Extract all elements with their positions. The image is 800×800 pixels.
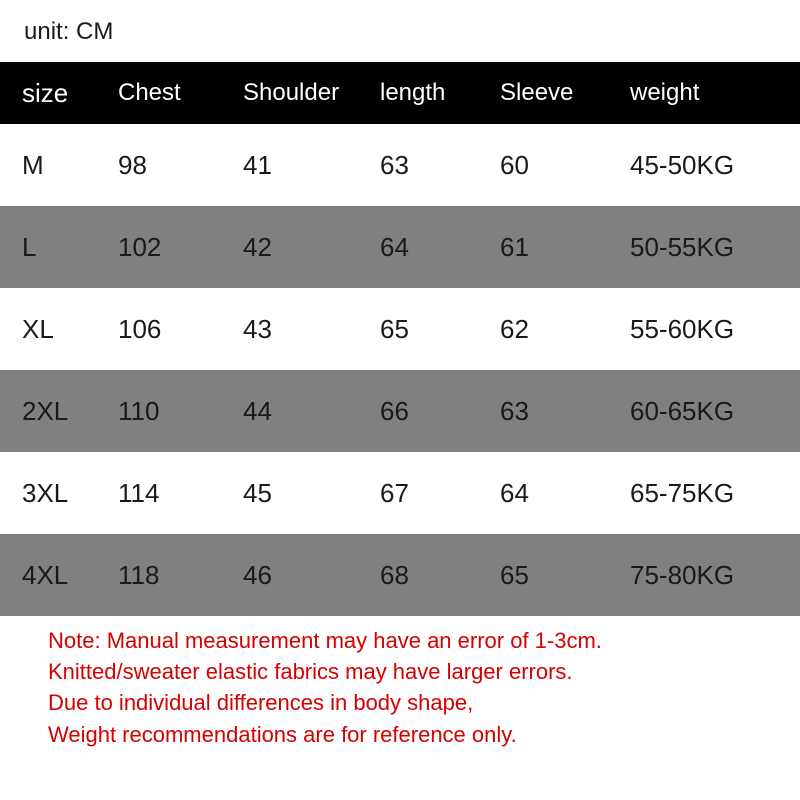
table-row: 3XL 114 45 67 64 65-75KG bbox=[0, 452, 800, 534]
table-header-row: size Chest Shoulder length Sleeve weight bbox=[0, 62, 800, 124]
cell: 102 bbox=[118, 232, 243, 263]
col-header-shoulder: Shoulder bbox=[243, 79, 380, 107]
cell: 41 bbox=[243, 150, 380, 181]
cell: 50-55KG bbox=[630, 232, 800, 263]
col-header-sleeve: Sleeve bbox=[500, 79, 630, 107]
cell: 60 bbox=[500, 150, 630, 181]
cell: 68 bbox=[380, 560, 500, 591]
cell: 110 bbox=[118, 396, 243, 427]
cell: 118 bbox=[118, 560, 243, 591]
note-line: Knitted/sweater elastic fabrics may have… bbox=[48, 656, 768, 687]
cell: XL bbox=[0, 314, 118, 345]
cell: L bbox=[0, 232, 118, 263]
size-table: size Chest Shoulder length Sleeve weight… bbox=[0, 62, 800, 616]
cell: 62 bbox=[500, 314, 630, 345]
cell: 64 bbox=[380, 232, 500, 263]
table-row: L 102 42 64 61 50-55KG bbox=[0, 206, 800, 288]
table-row: M 98 41 63 60 45-50KG bbox=[0, 124, 800, 206]
cell: 65 bbox=[380, 314, 500, 345]
cell: 65-75KG bbox=[630, 478, 800, 509]
cell: 44 bbox=[243, 396, 380, 427]
cell: 3XL bbox=[0, 478, 118, 509]
cell: 106 bbox=[118, 314, 243, 345]
cell: 45-50KG bbox=[630, 150, 800, 181]
table-row: 2XL 110 44 66 63 60-65KG bbox=[0, 370, 800, 452]
note-line: Due to individual differences in body sh… bbox=[48, 687, 768, 718]
cell: 55-60KG bbox=[630, 314, 800, 345]
cell: 43 bbox=[243, 314, 380, 345]
cell: 61 bbox=[500, 232, 630, 263]
cell: M bbox=[0, 150, 118, 181]
cell: 67 bbox=[380, 478, 500, 509]
table-row: XL 106 43 65 62 55-60KG bbox=[0, 288, 800, 370]
size-chart-page: { "unit_label": "unit: CM", "table": { "… bbox=[0, 0, 800, 800]
col-header-length: length bbox=[380, 79, 500, 107]
col-header-chest: Chest bbox=[118, 79, 243, 107]
note-line: Weight recommendations are for reference… bbox=[48, 719, 768, 750]
table-row: 4XL 118 46 68 65 75-80KG bbox=[0, 534, 800, 616]
unit-label: unit: CM bbox=[24, 18, 113, 46]
cell: 60-65KG bbox=[630, 396, 800, 427]
cell: 46 bbox=[243, 560, 380, 591]
cell: 66 bbox=[380, 396, 500, 427]
cell: 114 bbox=[118, 478, 243, 509]
col-header-size: size bbox=[0, 78, 118, 109]
cell: 42 bbox=[243, 232, 380, 263]
cell: 63 bbox=[380, 150, 500, 181]
cell: 2XL bbox=[0, 396, 118, 427]
measurement-note: Note: Manual measurement may have an err… bbox=[48, 625, 768, 750]
cell: 4XL bbox=[0, 560, 118, 591]
note-line: Note: Manual measurement may have an err… bbox=[48, 625, 768, 656]
cell: 63 bbox=[500, 396, 630, 427]
cell: 75-80KG bbox=[630, 560, 800, 591]
col-header-weight: weight bbox=[630, 79, 800, 107]
cell: 98 bbox=[118, 150, 243, 181]
cell: 45 bbox=[243, 478, 380, 509]
cell: 64 bbox=[500, 478, 630, 509]
cell: 65 bbox=[500, 560, 630, 591]
